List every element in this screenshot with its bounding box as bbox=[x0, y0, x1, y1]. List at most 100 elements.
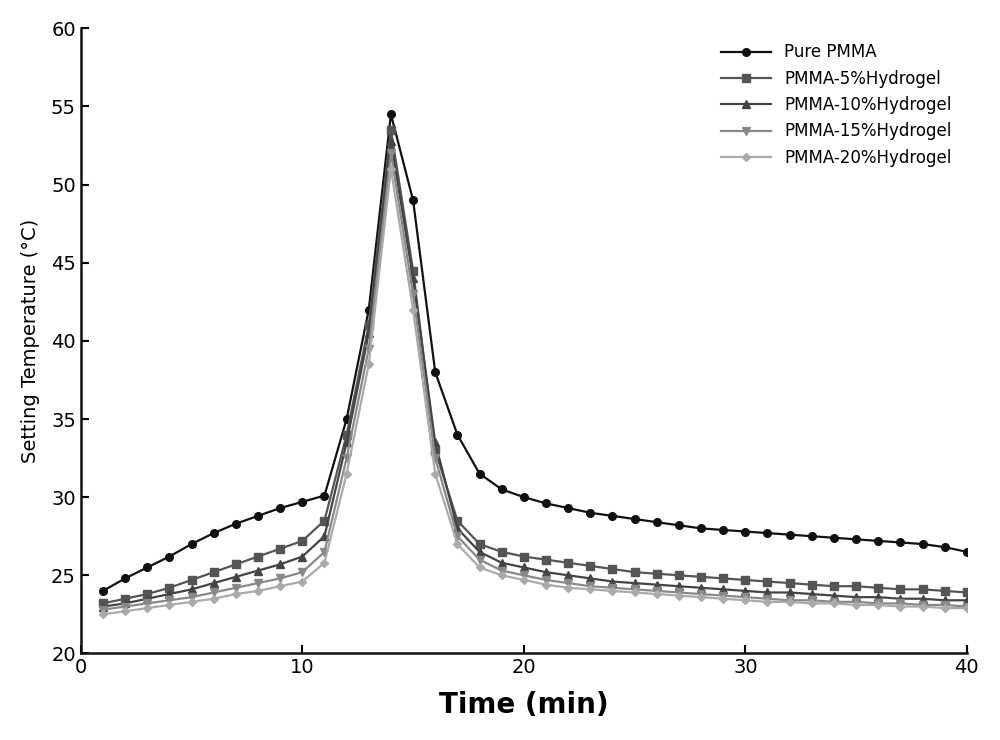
PMMA-15%Hydrogel bbox=[141, 599, 153, 608]
PMMA-10%Hydrogel bbox=[961, 596, 973, 605]
PMMA-10%Hydrogel bbox=[606, 577, 618, 586]
Legend: Pure PMMA, PMMA-5%Hydrogel, PMMA-10%Hydrogel, PMMA-15%Hydrogel, PMMA-20%Hydrogel: Pure PMMA, PMMA-5%Hydrogel, PMMA-10%Hydr… bbox=[714, 37, 959, 173]
PMMA-10%Hydrogel bbox=[318, 532, 330, 541]
PMMA-5%Hydrogel bbox=[163, 583, 175, 592]
PMMA-10%Hydrogel bbox=[451, 524, 463, 533]
PMMA-5%Hydrogel bbox=[518, 552, 530, 561]
PMMA-5%Hydrogel bbox=[341, 430, 353, 439]
PMMA-20%Hydrogel bbox=[651, 590, 663, 599]
PMMA-10%Hydrogel bbox=[695, 583, 707, 592]
PMMA-20%Hydrogel bbox=[230, 590, 242, 599]
PMMA-5%Hydrogel bbox=[894, 585, 906, 593]
PMMA-20%Hydrogel bbox=[828, 599, 840, 608]
Pure PMMA bbox=[230, 519, 242, 528]
PMMA-10%Hydrogel bbox=[584, 574, 596, 583]
PMMA-15%Hydrogel bbox=[363, 344, 375, 353]
PMMA-5%Hydrogel bbox=[119, 594, 131, 603]
PMMA-20%Hydrogel bbox=[584, 585, 596, 593]
Y-axis label: Setting Temperature (°C): Setting Temperature (°C) bbox=[21, 219, 40, 463]
Pure PMMA bbox=[739, 527, 751, 536]
PMMA-10%Hydrogel bbox=[651, 580, 663, 589]
PMMA-15%Hydrogel bbox=[606, 583, 618, 592]
PMMA-15%Hydrogel bbox=[97, 605, 109, 614]
PMMA-15%Hydrogel bbox=[186, 593, 198, 602]
PMMA-10%Hydrogel bbox=[518, 563, 530, 572]
PMMA-15%Hydrogel bbox=[850, 597, 862, 606]
PMMA-20%Hydrogel bbox=[119, 607, 131, 616]
PMMA-15%Hydrogel bbox=[496, 566, 508, 575]
PMMA-15%Hydrogel bbox=[695, 590, 707, 599]
PMMA-15%Hydrogel bbox=[318, 548, 330, 556]
PMMA-15%Hydrogel bbox=[828, 597, 840, 606]
PMMA-10%Hydrogel bbox=[407, 274, 419, 283]
PMMA-5%Hydrogel bbox=[252, 552, 264, 561]
Pure PMMA bbox=[806, 532, 818, 541]
Pure PMMA bbox=[341, 414, 353, 423]
X-axis label: Time (min): Time (min) bbox=[439, 691, 609, 719]
PMMA-20%Hydrogel bbox=[208, 594, 220, 603]
PMMA-5%Hydrogel bbox=[872, 583, 884, 592]
PMMA-20%Hydrogel bbox=[939, 604, 951, 613]
PMMA-15%Hydrogel bbox=[673, 588, 685, 597]
PMMA-20%Hydrogel bbox=[961, 604, 973, 613]
PMMA-10%Hydrogel bbox=[230, 573, 242, 582]
Pure PMMA bbox=[252, 511, 264, 520]
PMMA-15%Hydrogel bbox=[385, 149, 397, 158]
Pure PMMA bbox=[761, 528, 773, 537]
PMMA-20%Hydrogel bbox=[141, 604, 153, 613]
PMMA-20%Hydrogel bbox=[318, 559, 330, 568]
PMMA-5%Hydrogel bbox=[274, 545, 286, 554]
PMMA-15%Hydrogel bbox=[518, 571, 530, 579]
PMMA-10%Hydrogel bbox=[629, 579, 641, 588]
PMMA-5%Hydrogel bbox=[230, 560, 242, 569]
PMMA-10%Hydrogel bbox=[163, 590, 175, 599]
Pure PMMA bbox=[119, 574, 131, 583]
PMMA-20%Hydrogel bbox=[717, 594, 729, 603]
PMMA-10%Hydrogel bbox=[296, 552, 308, 561]
Pure PMMA bbox=[141, 563, 153, 572]
PMMA-20%Hydrogel bbox=[451, 539, 463, 548]
PMMA-20%Hydrogel bbox=[97, 610, 109, 619]
Pure PMMA bbox=[673, 521, 685, 530]
PMMA-20%Hydrogel bbox=[496, 571, 508, 579]
PMMA-10%Hydrogel bbox=[119, 599, 131, 608]
PMMA-15%Hydrogel bbox=[230, 583, 242, 592]
PMMA-15%Hydrogel bbox=[872, 599, 884, 608]
PMMA-15%Hydrogel bbox=[474, 555, 486, 564]
PMMA-15%Hydrogel bbox=[296, 568, 308, 576]
PMMA-20%Hydrogel bbox=[186, 597, 198, 606]
Pure PMMA bbox=[186, 539, 198, 548]
PMMA-20%Hydrogel bbox=[761, 597, 773, 606]
PMMA-10%Hydrogel bbox=[717, 585, 729, 593]
PMMA-10%Hydrogel bbox=[474, 548, 486, 556]
PMMA-15%Hydrogel bbox=[540, 576, 552, 585]
PMMA-5%Hydrogel bbox=[540, 555, 552, 564]
PMMA-15%Hydrogel bbox=[562, 579, 574, 588]
PMMA-5%Hydrogel bbox=[717, 574, 729, 583]
PMMA-15%Hydrogel bbox=[163, 596, 175, 605]
Pure PMMA bbox=[850, 535, 862, 544]
Pure PMMA bbox=[407, 196, 419, 205]
PMMA-5%Hydrogel bbox=[629, 568, 641, 576]
PMMA-20%Hydrogel bbox=[363, 360, 375, 369]
PMMA-15%Hydrogel bbox=[584, 582, 596, 591]
PMMA-10%Hydrogel bbox=[917, 594, 929, 603]
PMMA-20%Hydrogel bbox=[784, 597, 796, 606]
Pure PMMA bbox=[961, 548, 973, 556]
PMMA-15%Hydrogel bbox=[806, 596, 818, 605]
PMMA-20%Hydrogel bbox=[673, 591, 685, 600]
PMMA-10%Hydrogel bbox=[894, 594, 906, 603]
PMMA-20%Hydrogel bbox=[518, 576, 530, 585]
PMMA-15%Hydrogel bbox=[208, 588, 220, 597]
PMMA-20%Hydrogel bbox=[872, 601, 884, 610]
Pure PMMA bbox=[318, 491, 330, 500]
PMMA-10%Hydrogel bbox=[141, 594, 153, 603]
Pure PMMA bbox=[274, 504, 286, 513]
Pure PMMA bbox=[584, 508, 596, 517]
PMMA-10%Hydrogel bbox=[872, 593, 884, 602]
Line: PMMA-5%Hydrogel: PMMA-5%Hydrogel bbox=[99, 126, 971, 608]
PMMA-10%Hydrogel bbox=[186, 585, 198, 593]
PMMA-5%Hydrogel bbox=[828, 582, 840, 591]
PMMA-10%Hydrogel bbox=[828, 591, 840, 600]
PMMA-10%Hydrogel bbox=[850, 593, 862, 602]
